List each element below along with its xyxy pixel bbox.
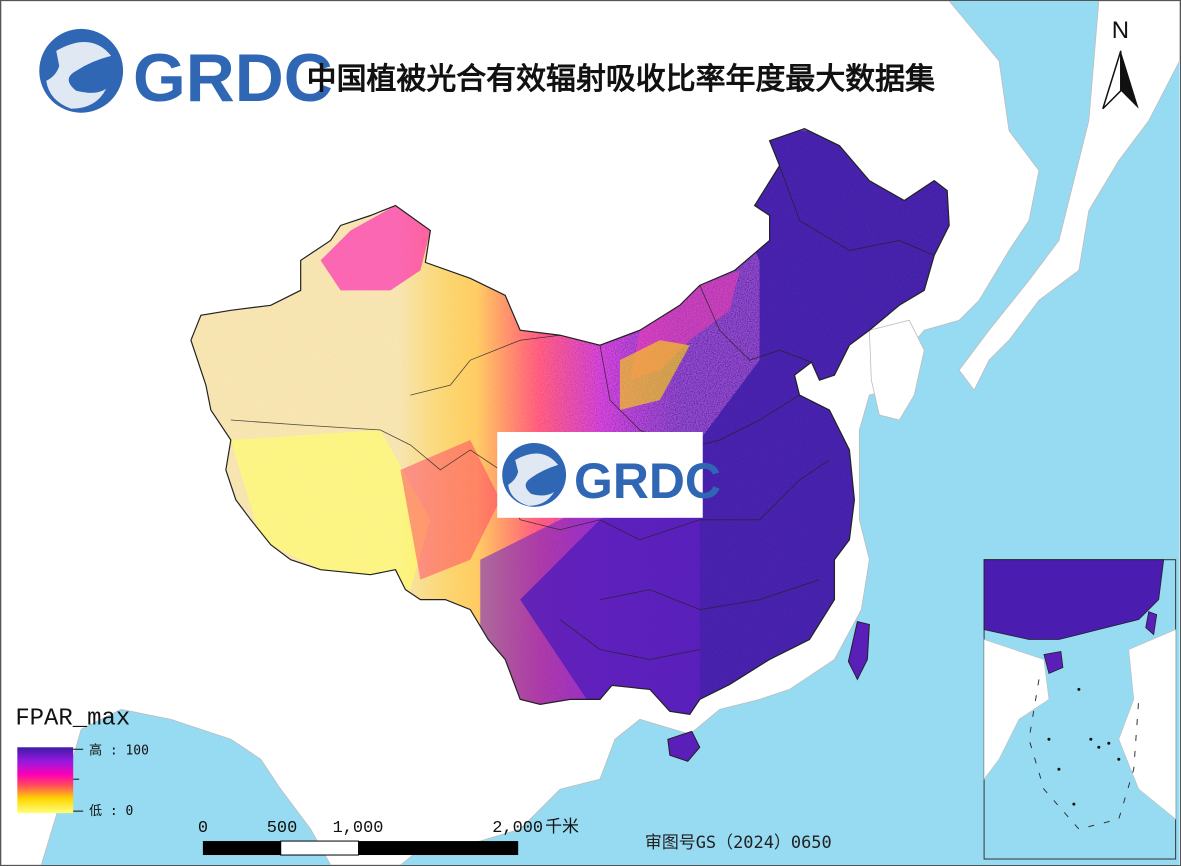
scale-tick-0: 0 xyxy=(198,819,208,838)
center-watermark: GRDC xyxy=(497,432,721,518)
grdc-logo: GRDC xyxy=(39,28,333,116)
scale-tick-500: 500 xyxy=(267,819,298,838)
legend-title: FPAR_max xyxy=(15,705,130,732)
scale-tick-2000: 2,000 xyxy=(492,819,543,838)
north-label: N xyxy=(1112,17,1129,44)
scale-tick-1000: 1,000 xyxy=(333,819,384,838)
north-arrow: N xyxy=(1102,17,1139,110)
taiwan xyxy=(847,620,870,681)
map-title: 中国植被光合有效辐射吸收比率年度最大数据集 xyxy=(307,62,935,97)
south-china-sea-inset xyxy=(983,559,1177,860)
legend-high-label: 高 : 100 xyxy=(89,742,149,758)
legend-low-label: 低 : 0 xyxy=(89,804,133,819)
logo-text: GRDC xyxy=(133,41,333,116)
korea-japan-land xyxy=(868,1,1180,421)
legend-color-ramp xyxy=(17,747,74,814)
watermark-globe-icon xyxy=(502,442,567,507)
legend: FPAR_max 高 : 100 低 : 0 xyxy=(15,705,149,819)
north-arrow-icon xyxy=(1120,50,1139,109)
globe-icon xyxy=(39,28,124,113)
scale-unit: 千米 xyxy=(545,817,579,838)
scale-bar: 0 500 1,000 2,000 千米 xyxy=(198,817,579,856)
hainan xyxy=(667,730,701,762)
watermark-text: GRDC xyxy=(574,453,721,509)
approval-number: 审图号GS（2024）0650 xyxy=(645,832,832,852)
